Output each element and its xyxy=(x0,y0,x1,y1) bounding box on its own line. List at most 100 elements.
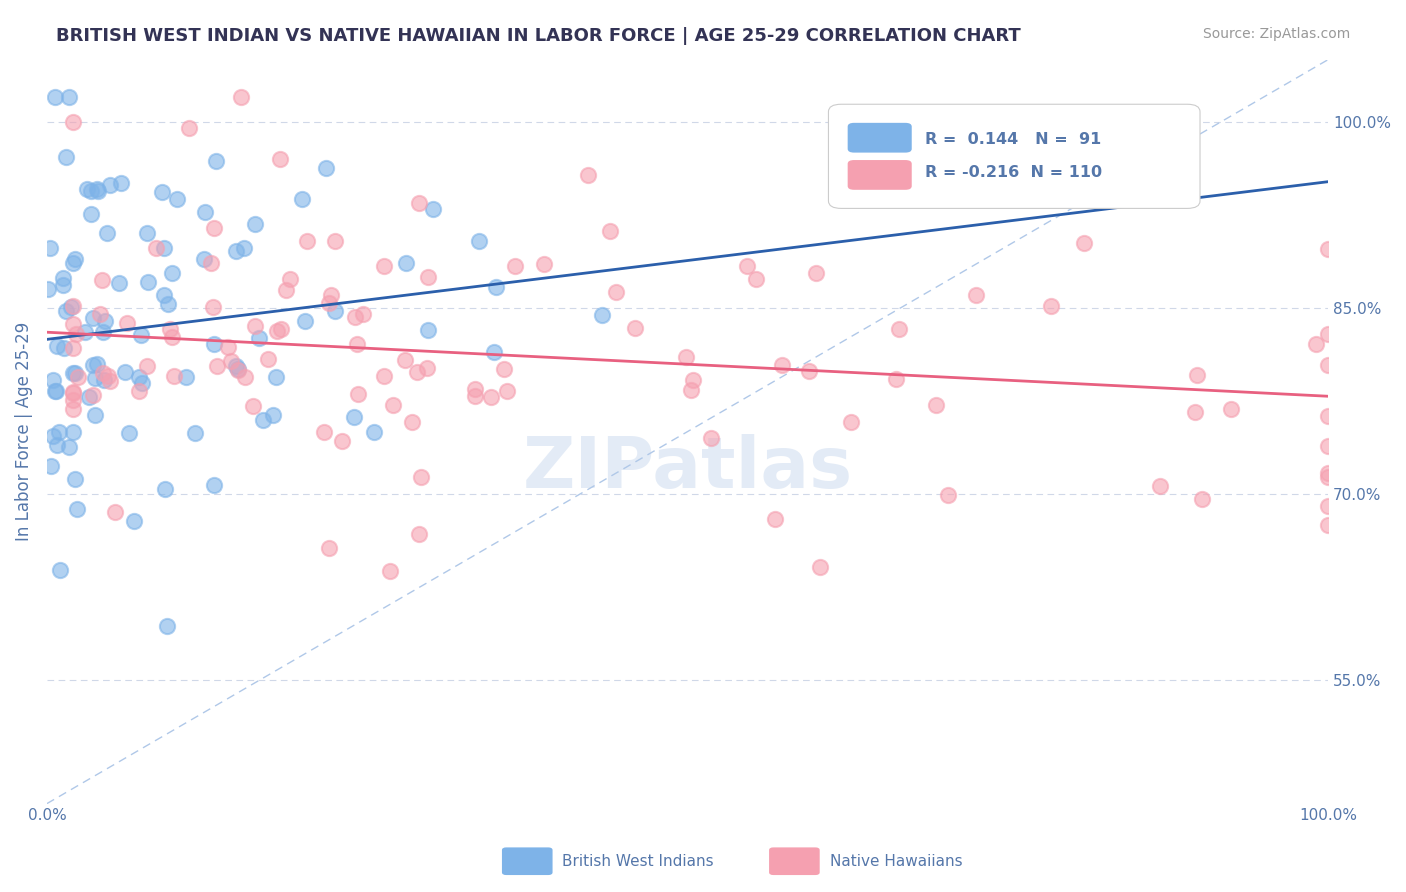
Point xyxy=(321,287,343,301)
Point xyxy=(217,340,239,354)
Point xyxy=(52,341,75,355)
Point xyxy=(163,368,186,383)
Point xyxy=(1317,409,1340,424)
Point xyxy=(247,331,270,345)
Point xyxy=(204,478,226,492)
Point xyxy=(98,374,121,388)
Point xyxy=(55,150,77,164)
Point xyxy=(330,434,353,448)
Point xyxy=(1317,470,1340,484)
Point xyxy=(124,514,146,528)
Point xyxy=(62,341,84,355)
Point xyxy=(166,193,188,207)
Point xyxy=(128,384,150,399)
Point xyxy=(325,303,347,318)
Point xyxy=(82,359,104,373)
Point xyxy=(62,115,84,129)
Point xyxy=(86,357,108,371)
Point xyxy=(1191,491,1213,506)
Point xyxy=(38,241,60,255)
Point xyxy=(318,296,340,310)
FancyBboxPatch shape xyxy=(848,160,911,190)
Point xyxy=(83,408,105,422)
Point xyxy=(80,184,103,198)
Point xyxy=(66,369,89,384)
Point xyxy=(737,260,759,274)
Point xyxy=(97,369,120,384)
Point xyxy=(156,618,179,632)
Point xyxy=(152,241,174,255)
Point xyxy=(965,287,987,301)
Point xyxy=(66,502,89,516)
Point xyxy=(266,324,288,338)
Point xyxy=(485,279,508,293)
Point xyxy=(235,370,257,384)
Point xyxy=(41,458,63,473)
Point xyxy=(129,328,152,343)
Point xyxy=(624,320,647,334)
Point xyxy=(150,186,173,200)
Text: Native Hawaiians: Native Hawaiians xyxy=(830,855,962,869)
Point xyxy=(804,266,827,280)
Point xyxy=(682,373,704,387)
Text: British West Indians: British West Indians xyxy=(562,855,714,869)
Point xyxy=(409,470,432,484)
Point xyxy=(160,330,183,344)
Point xyxy=(352,307,374,321)
Point xyxy=(204,221,226,235)
Point xyxy=(104,504,127,518)
Point xyxy=(37,282,59,296)
Point xyxy=(179,121,201,136)
Point xyxy=(406,366,429,380)
Point xyxy=(77,390,100,404)
Point xyxy=(52,277,75,292)
Point xyxy=(675,350,697,364)
Point xyxy=(207,359,229,373)
Point xyxy=(416,322,439,336)
Point xyxy=(314,425,336,440)
Point xyxy=(193,252,215,266)
Point xyxy=(257,351,280,366)
Point xyxy=(1317,467,1340,481)
Point xyxy=(153,482,176,496)
Point xyxy=(75,325,97,339)
Point xyxy=(408,196,430,211)
Point xyxy=(394,352,416,367)
Point xyxy=(1317,327,1340,342)
Point xyxy=(159,321,181,335)
Point xyxy=(131,376,153,390)
Point xyxy=(494,362,516,376)
Point xyxy=(114,365,136,379)
Point xyxy=(297,234,319,248)
Point xyxy=(58,440,80,454)
Point xyxy=(89,307,111,321)
Point xyxy=(401,415,423,429)
Point xyxy=(252,413,274,427)
Point xyxy=(484,345,506,359)
Point xyxy=(278,271,301,285)
Point xyxy=(479,390,502,404)
Point xyxy=(1317,358,1340,372)
Point xyxy=(1039,299,1062,313)
Point xyxy=(108,276,131,290)
Point xyxy=(229,90,252,104)
Point xyxy=(347,387,370,401)
Point xyxy=(599,224,621,238)
Point xyxy=(62,385,84,400)
Point xyxy=(533,257,555,271)
Point xyxy=(700,431,723,445)
Point xyxy=(96,226,118,240)
Point xyxy=(591,308,613,322)
Text: Source: ZipAtlas.com: Source: ZipAtlas.com xyxy=(1202,27,1350,41)
Point xyxy=(344,310,367,324)
Point xyxy=(315,161,337,175)
Point xyxy=(62,317,84,331)
Point xyxy=(226,363,249,377)
Point xyxy=(464,389,486,403)
Point xyxy=(770,358,793,372)
Point xyxy=(745,272,768,286)
Point xyxy=(270,322,292,336)
Text: R = -0.216  N = 110: R = -0.216 N = 110 xyxy=(925,165,1102,180)
Point xyxy=(59,300,82,314)
Point xyxy=(45,437,67,451)
